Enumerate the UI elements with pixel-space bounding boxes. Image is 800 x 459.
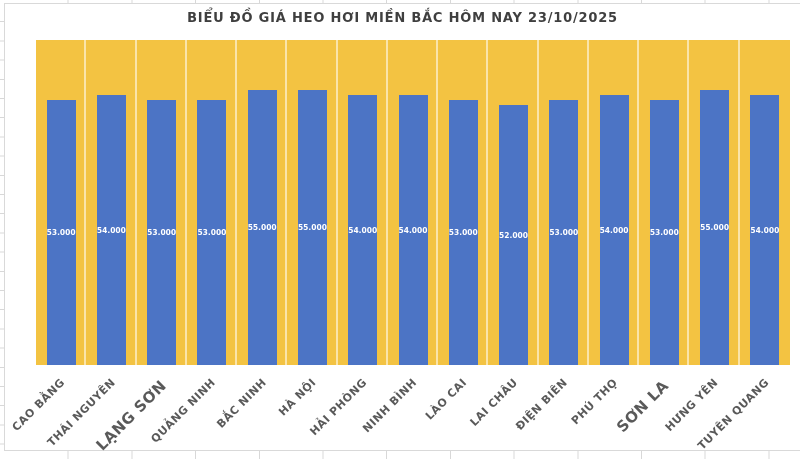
bar: 53.000 (549, 100, 579, 365)
bar: 53.000 (46, 100, 76, 365)
x-axis-label: PHÚ THỌ (569, 375, 621, 428)
bar: 55.000 (700, 90, 730, 365)
bar-value-label: 55.000 (247, 223, 277, 232)
bar: 54.000 (398, 95, 428, 365)
bar: 53.000 (147, 100, 177, 365)
bar: 53.000 (197, 100, 227, 365)
x-axis-label: SƠN LA (613, 376, 673, 436)
bar: 52.000 (499, 105, 529, 365)
x-axis-label: ĐIỆN BIÊN (513, 375, 571, 433)
bar-value-label: 54.000 (398, 225, 428, 235)
bar: 53.000 (649, 100, 679, 365)
bar-value-label: 53.000 (549, 228, 579, 237)
bar: 54.000 (599, 95, 629, 365)
x-axis-label: BẮC NINH (213, 375, 269, 431)
bar: 54.000 (750, 95, 780, 365)
x-axis-label: HÀ NỘI (276, 375, 320, 419)
bar-value-label: 55.000 (297, 223, 327, 232)
bar-value-label: 53.000 (448, 228, 478, 237)
bar-value-label: 53.000 (197, 228, 227, 237)
x-axis-label: LÀO CAI (423, 375, 470, 423)
bar-value-label: 54.000 (96, 225, 126, 235)
bar: 54.000 (348, 95, 378, 365)
bar-value-label: 54.000 (348, 225, 378, 235)
plot-area: 53.000 54.000 53.000 53.000 55.000 55.000 54.0… (36, 40, 790, 365)
bar: 53.000 (448, 100, 478, 365)
bar: 55.000 (297, 90, 327, 365)
bar-value-label: 52.000 (499, 230, 528, 240)
bar-value-label: 53.000 (147, 228, 177, 237)
bar-value-label: 54.000 (599, 225, 629, 235)
x-axis-label: LAI CHÂU (467, 375, 521, 429)
bar-value-label: 54.000 (750, 225, 780, 235)
bar: 54.000 (96, 95, 126, 365)
x-axis: CAO BẰNG THÁI NGUYÊN LẠNG SƠN QUẢNG NINH BẮC… (10, 365, 790, 454)
bar-value-label: 55.000 (700, 223, 730, 232)
chart-title: BIỂU ĐỒ GIÁ HEO HƠI MIỀN BẮC HÔM NAY 23/… (187, 11, 618, 26)
bar-value-label: 53.000 (649, 228, 679, 237)
bar: 55.000 (247, 90, 277, 365)
bar-value-label: 53.000 (46, 228, 76, 237)
chart[interactable]: BIỂU ĐỒ GIÁ HEO HƠI MIỀN BẮC HÔM NAY 23/… (4, 3, 800, 454)
